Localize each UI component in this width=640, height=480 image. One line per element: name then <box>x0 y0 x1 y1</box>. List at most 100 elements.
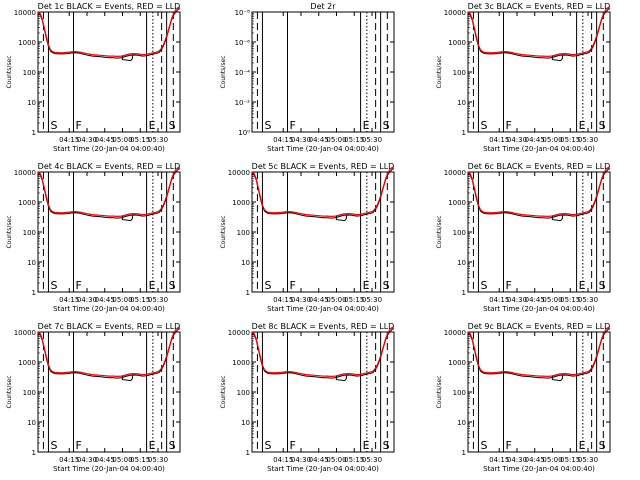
plot-frame <box>467 171 611 293</box>
events-dip-segment <box>121 375 133 382</box>
events-dip-segment <box>335 215 347 222</box>
chart-title: Det 8c BLACK = Events, RED = LLD <box>252 322 395 331</box>
y-tick-label: 10 <box>27 99 36 107</box>
x-tick-label: 05:15 <box>130 296 150 304</box>
y-tick-label: 10⁻² <box>235 99 251 107</box>
y-tick-label: 10⁻⁸ <box>235 9 251 17</box>
event-marker-f: F <box>76 439 82 452</box>
event-marker-s: S <box>383 279 390 292</box>
lld-series-line <box>251 166 395 218</box>
x-tick-label: 04:15 <box>59 136 79 144</box>
x-tick-label: 05:00 <box>542 296 562 304</box>
plot-frame <box>37 11 181 133</box>
y-tick-label: 10000 <box>444 9 466 17</box>
event-marker-s: S <box>383 119 390 132</box>
x-tick-label: 04:30 <box>77 296 97 304</box>
event-marker-e: E <box>363 439 370 452</box>
y-tick-label: 100 <box>23 389 36 397</box>
x-tick-label: 05:15 <box>344 296 364 304</box>
x-tick-label: 05:30 <box>148 296 168 304</box>
y-axis-label: Counts/sec <box>436 375 443 408</box>
lld-series-line <box>37 326 181 378</box>
y-tick-label: 10000 <box>14 169 36 177</box>
x-tick-label: 05:30 <box>362 136 382 144</box>
lld-series-line <box>37 166 181 218</box>
chart-panel-1: Det 1c BLACK = Events, RED = LLD Counts/s… <box>6 2 181 153</box>
y-axis-label: Counts/sec <box>436 215 443 248</box>
x-tick-label: 04:30 <box>291 456 311 464</box>
y-tick-label: 100 <box>453 229 466 237</box>
event-marker-s: S <box>480 119 487 132</box>
x-tick-label: 04:15 <box>489 136 509 144</box>
x-tick-label: 04:30 <box>291 296 311 304</box>
x-tick-label: 05:15 <box>130 136 150 144</box>
lld-series-line <box>37 6 181 58</box>
y-tick-label: 10 <box>457 99 466 107</box>
event-marker-e: E <box>579 119 586 132</box>
y-tick-label: 1 <box>32 289 36 297</box>
lld-series-line <box>467 6 611 58</box>
x-tick-label: 05:15 <box>130 456 150 464</box>
event-marker-s: S <box>480 439 487 452</box>
x-axis-label: Start Time (20-Jan-04 04:00:40) <box>53 465 165 473</box>
event-marker-s: S <box>169 439 176 452</box>
chart-title: Det 5c BLACK = Events, RED = LLD <box>252 162 395 171</box>
y-tick-label: 100 <box>23 69 36 77</box>
chart-panel-8: Det 8c BLACK = Events, RED = LLD Counts/s… <box>220 322 395 473</box>
y-tick-label: 100 <box>237 229 250 237</box>
x-tick-label: 05:15 <box>344 136 364 144</box>
events-dip-segment <box>335 375 347 382</box>
event-marker-s: S <box>599 119 606 132</box>
chart-panel-4: Det 4c BLACK = Events, RED = LLD Counts/s… <box>6 162 181 313</box>
plot-frame <box>37 171 181 293</box>
y-tick-label: 10000 <box>14 9 36 17</box>
x-tick-label: 04:15 <box>273 136 293 144</box>
x-tick-label: 05:15 <box>560 456 580 464</box>
lld-series-line <box>467 326 611 378</box>
chart-panel-3: Det 3c BLACK = Events, RED = LLD Counts/s… <box>436 2 611 153</box>
x-tick-label: 04:30 <box>507 296 527 304</box>
event-marker-s: S <box>50 119 57 132</box>
y-tick-label: 1 <box>32 129 36 137</box>
y-axis-label: Counts/sec <box>220 215 227 248</box>
plot-frame <box>251 171 395 293</box>
x-tick-label: 04:15 <box>489 296 509 304</box>
y-axis-label: Counts/sec <box>6 215 13 248</box>
x-tick-label: 04:45 <box>525 456 545 464</box>
chart-title: Det 2r <box>310 2 336 11</box>
x-tick-label: 04:45 <box>95 456 115 464</box>
x-tick-label: 04:45 <box>95 136 115 144</box>
y-tick-label: 1 <box>462 129 466 137</box>
chart-title: Det 6c BLACK = Events, RED = LLD <box>468 162 611 171</box>
y-tick-label: 1000 <box>18 199 36 207</box>
event-marker-f: F <box>76 119 82 132</box>
x-tick-label: 04:45 <box>525 296 545 304</box>
x-axis-label: Start Time (20-Jan-04 04:00:40) <box>53 145 165 153</box>
chart-title: Det 3c BLACK = Events, RED = LLD <box>468 2 611 11</box>
event-marker-e: E <box>149 279 156 292</box>
y-axis-label: Counts/sec <box>220 375 227 408</box>
event-marker-e: E <box>363 119 370 132</box>
event-marker-f: F <box>506 119 512 132</box>
x-tick-label: 05:30 <box>578 296 598 304</box>
chart-title: Det 9c BLACK = Events, RED = LLD <box>468 322 611 331</box>
y-tick-label: 10 <box>241 259 250 267</box>
y-tick-label: 10⁻⁶ <box>235 39 251 47</box>
event-marker-f: F <box>290 119 296 132</box>
plot-frame <box>467 331 611 453</box>
events-dip-segment <box>551 55 563 62</box>
event-marker-s: S <box>264 119 271 132</box>
x-tick-label: 05:00 <box>326 296 346 304</box>
y-tick-label: 10⁻⁴ <box>235 69 251 77</box>
y-axis-label: Counts/sec <box>6 55 13 88</box>
chart-title: Det 1c BLACK = Events, RED = LLD <box>38 2 181 11</box>
y-tick-label: 1 <box>32 449 36 457</box>
x-tick-label: 04:30 <box>291 136 311 144</box>
event-marker-s: S <box>480 279 487 292</box>
x-tick-label: 04:45 <box>309 296 329 304</box>
x-tick-label: 05:00 <box>112 136 132 144</box>
x-tick-label: 05:30 <box>362 296 382 304</box>
x-tick-label: 05:15 <box>344 456 364 464</box>
x-tick-label: 04:45 <box>95 296 115 304</box>
